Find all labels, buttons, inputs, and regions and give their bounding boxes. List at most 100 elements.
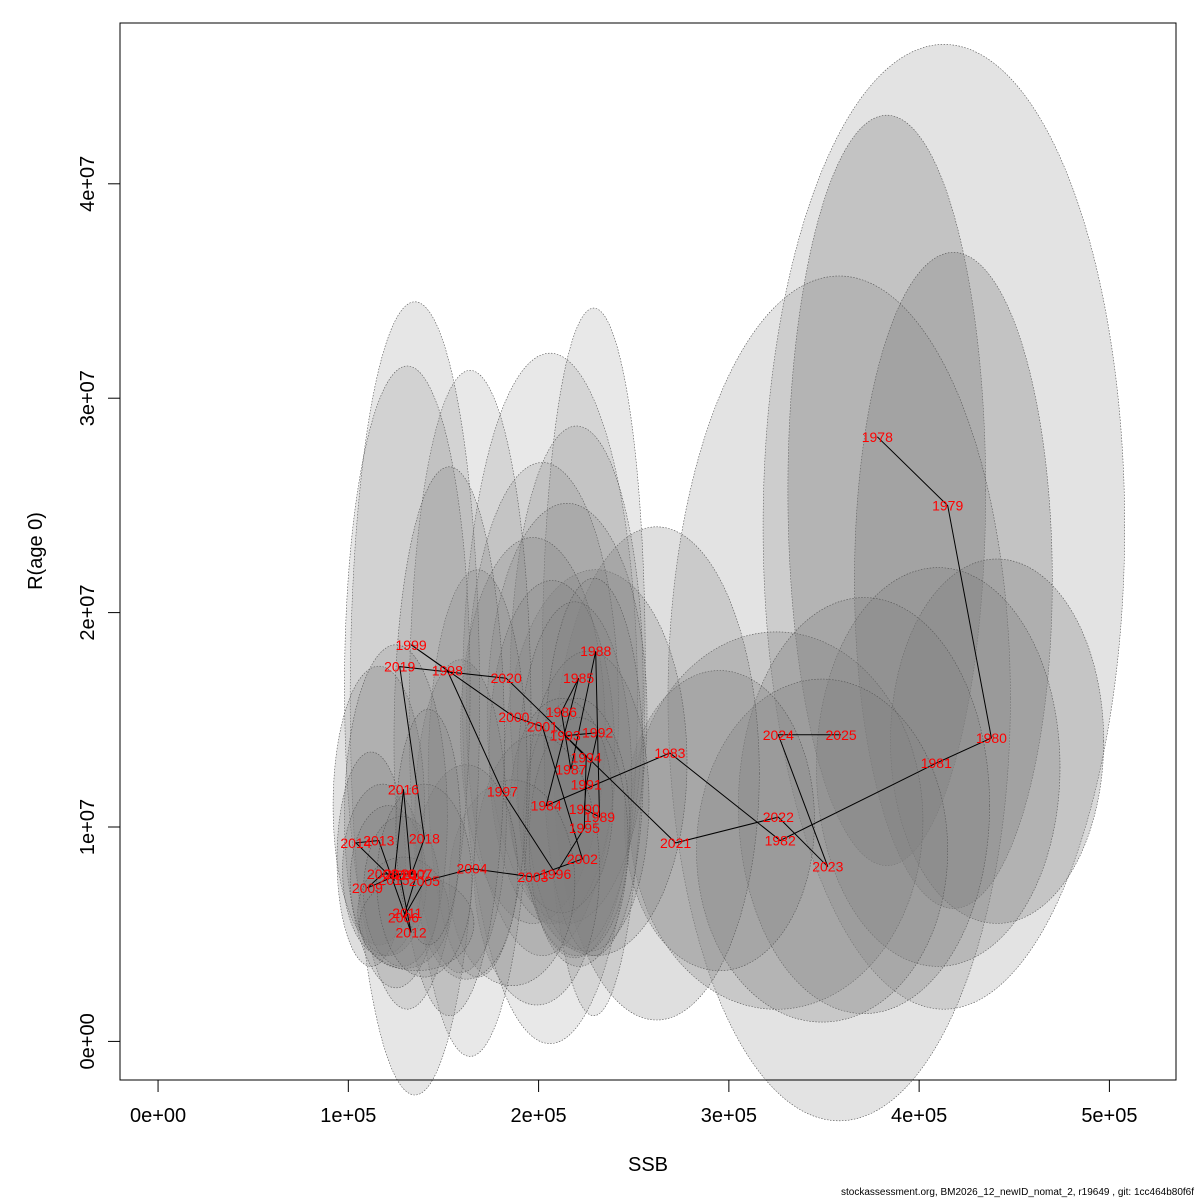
confidence-ellipse [363,815,440,967]
year-label-2021: 2021 [660,835,691,851]
year-label-1999: 1999 [396,637,427,653]
y-tick-label: 2e+07 [77,585,99,641]
year-label-2025: 2025 [826,727,857,743]
footer-note: stockassessment.org, BM2026_12_newID_nom… [841,1187,1194,1198]
x-tick-label: 4e+05 [891,1105,947,1127]
confidence-ellipse [624,670,815,972]
year-label-1980: 1980 [976,730,1007,746]
confidence-ellipse [357,856,450,969]
confidence-ellipse [393,466,505,1016]
confidence-ellipse [462,352,638,1044]
year-label-1987: 1987 [555,761,586,777]
confidence-ellipse [460,537,606,924]
confidence-ellipse [854,252,1053,909]
year-label-2000: 2000 [498,709,529,725]
year-label-1988: 1988 [580,643,611,659]
year-label-1984: 1984 [531,798,562,814]
year-label-2020: 2020 [491,670,522,686]
confidence-ellipse [414,764,518,980]
confidence-ellipse [344,644,448,989]
confidence-ellipse [517,601,633,959]
year-label-2019: 2019 [384,659,415,675]
year-label-2004: 2004 [456,861,487,877]
year-label-2016: 2016 [388,781,419,797]
year-label-2006: 2006 [388,910,419,926]
year-label-1979: 1979 [932,498,963,514]
y-tick-label: 1e+07 [77,799,99,855]
year-label-1993: 1993 [550,728,581,744]
year-label-1982: 1982 [765,833,796,849]
confidence-ellipse [332,665,425,946]
year-label-2023: 2023 [812,859,843,875]
confidence-ellipse [890,558,1104,924]
year-label-2022: 2022 [763,809,794,825]
confidence-ellipse [342,783,423,957]
year-label-2018: 2018 [409,830,440,846]
year-label-1991: 1991 [571,777,602,793]
x-axis-title: SSB [628,1154,668,1176]
confidence-ellipse [528,717,629,967]
x-tick-label: 2e+05 [511,1105,567,1127]
year-labels: 1978 1979 1980 1981 1982 1983 1984 1985 1986 1987… [340,429,1007,941]
year-label-2017: 2017 [396,867,427,883]
confidence-ellipse [448,779,576,986]
year-label-2005: 2005 [409,873,440,889]
confidence-ellipse [414,659,507,974]
confidence-ellipse [504,569,688,957]
confidence-ellipse [344,365,471,1010]
uncertainty-ellipses [332,44,1126,1122]
confidence-ellipse [543,577,644,956]
year-label-1989: 1989 [584,809,615,825]
year-label-2008: 2008 [367,866,398,882]
confidence-ellipse [816,567,1061,967]
year-label-2010: 2010 [384,866,415,882]
year-label-2013: 2013 [363,833,394,849]
year-label-2015: 2015 [378,872,409,888]
year-label-2003: 2003 [517,869,548,885]
year-label-1990: 1990 [569,801,600,817]
trajectory-line [354,436,992,933]
y-axis: 0e+00 1e+07 2e+07 3e+07 4e+07 [77,156,121,1069]
year-label-2009: 2009 [352,880,383,896]
year-label-2014: 2014 [340,835,371,851]
confidence-ellipse [738,597,990,1014]
year-label-1997: 1997 [487,783,518,799]
x-tick-label: 1e+05 [320,1105,376,1127]
confidence-ellipse [522,698,631,956]
year-label-2012: 2012 [396,925,427,941]
x-tick-label: 3e+05 [701,1105,757,1127]
confidence-ellipse [667,275,1011,1122]
confidence-ellipse [526,650,650,952]
year-label-1986: 1986 [546,704,577,720]
confidence-ellipse [762,44,1126,1010]
year-label-1981: 1981 [921,755,952,771]
year-label-1995: 1995 [569,820,600,836]
confidence-ellipse [395,708,461,946]
trajectory [354,436,992,933]
y-tick-label: 3e+07 [77,370,99,426]
x-tick-label: 0e+00 [130,1105,186,1127]
y-axis-title: R(age 0) [25,512,47,590]
confidence-ellipse [349,301,480,1096]
year-label-1983: 1983 [654,745,685,761]
year-label-2002: 2002 [567,851,598,867]
year-label-2007: 2007 [401,866,432,882]
confidence-ellipse [509,698,614,914]
year-label-1996: 1996 [540,866,571,882]
confidence-ellipse [359,875,475,971]
y-tick-label: 0e+00 [77,1013,99,1069]
confidence-ellipse [488,580,616,924]
year-label-2011: 2011 [392,905,422,921]
year-label-2024: 2024 [763,727,794,743]
year-label-1978: 1978 [862,429,893,445]
x-axis: 0e+00 1e+05 2e+05 3e+05 4e+05 5e+05 [130,1079,1137,1127]
confidence-ellipse [486,503,648,924]
year-label-1985: 1985 [563,670,594,686]
year-label-2001: 2001 [527,719,558,735]
confidence-ellipse [553,526,760,1021]
year-label-1994: 1994 [571,750,602,766]
x-tick-label: 5e+05 [1081,1105,1137,1127]
year-label-1992: 1992 [582,725,613,741]
year-label-1998: 1998 [432,663,463,679]
